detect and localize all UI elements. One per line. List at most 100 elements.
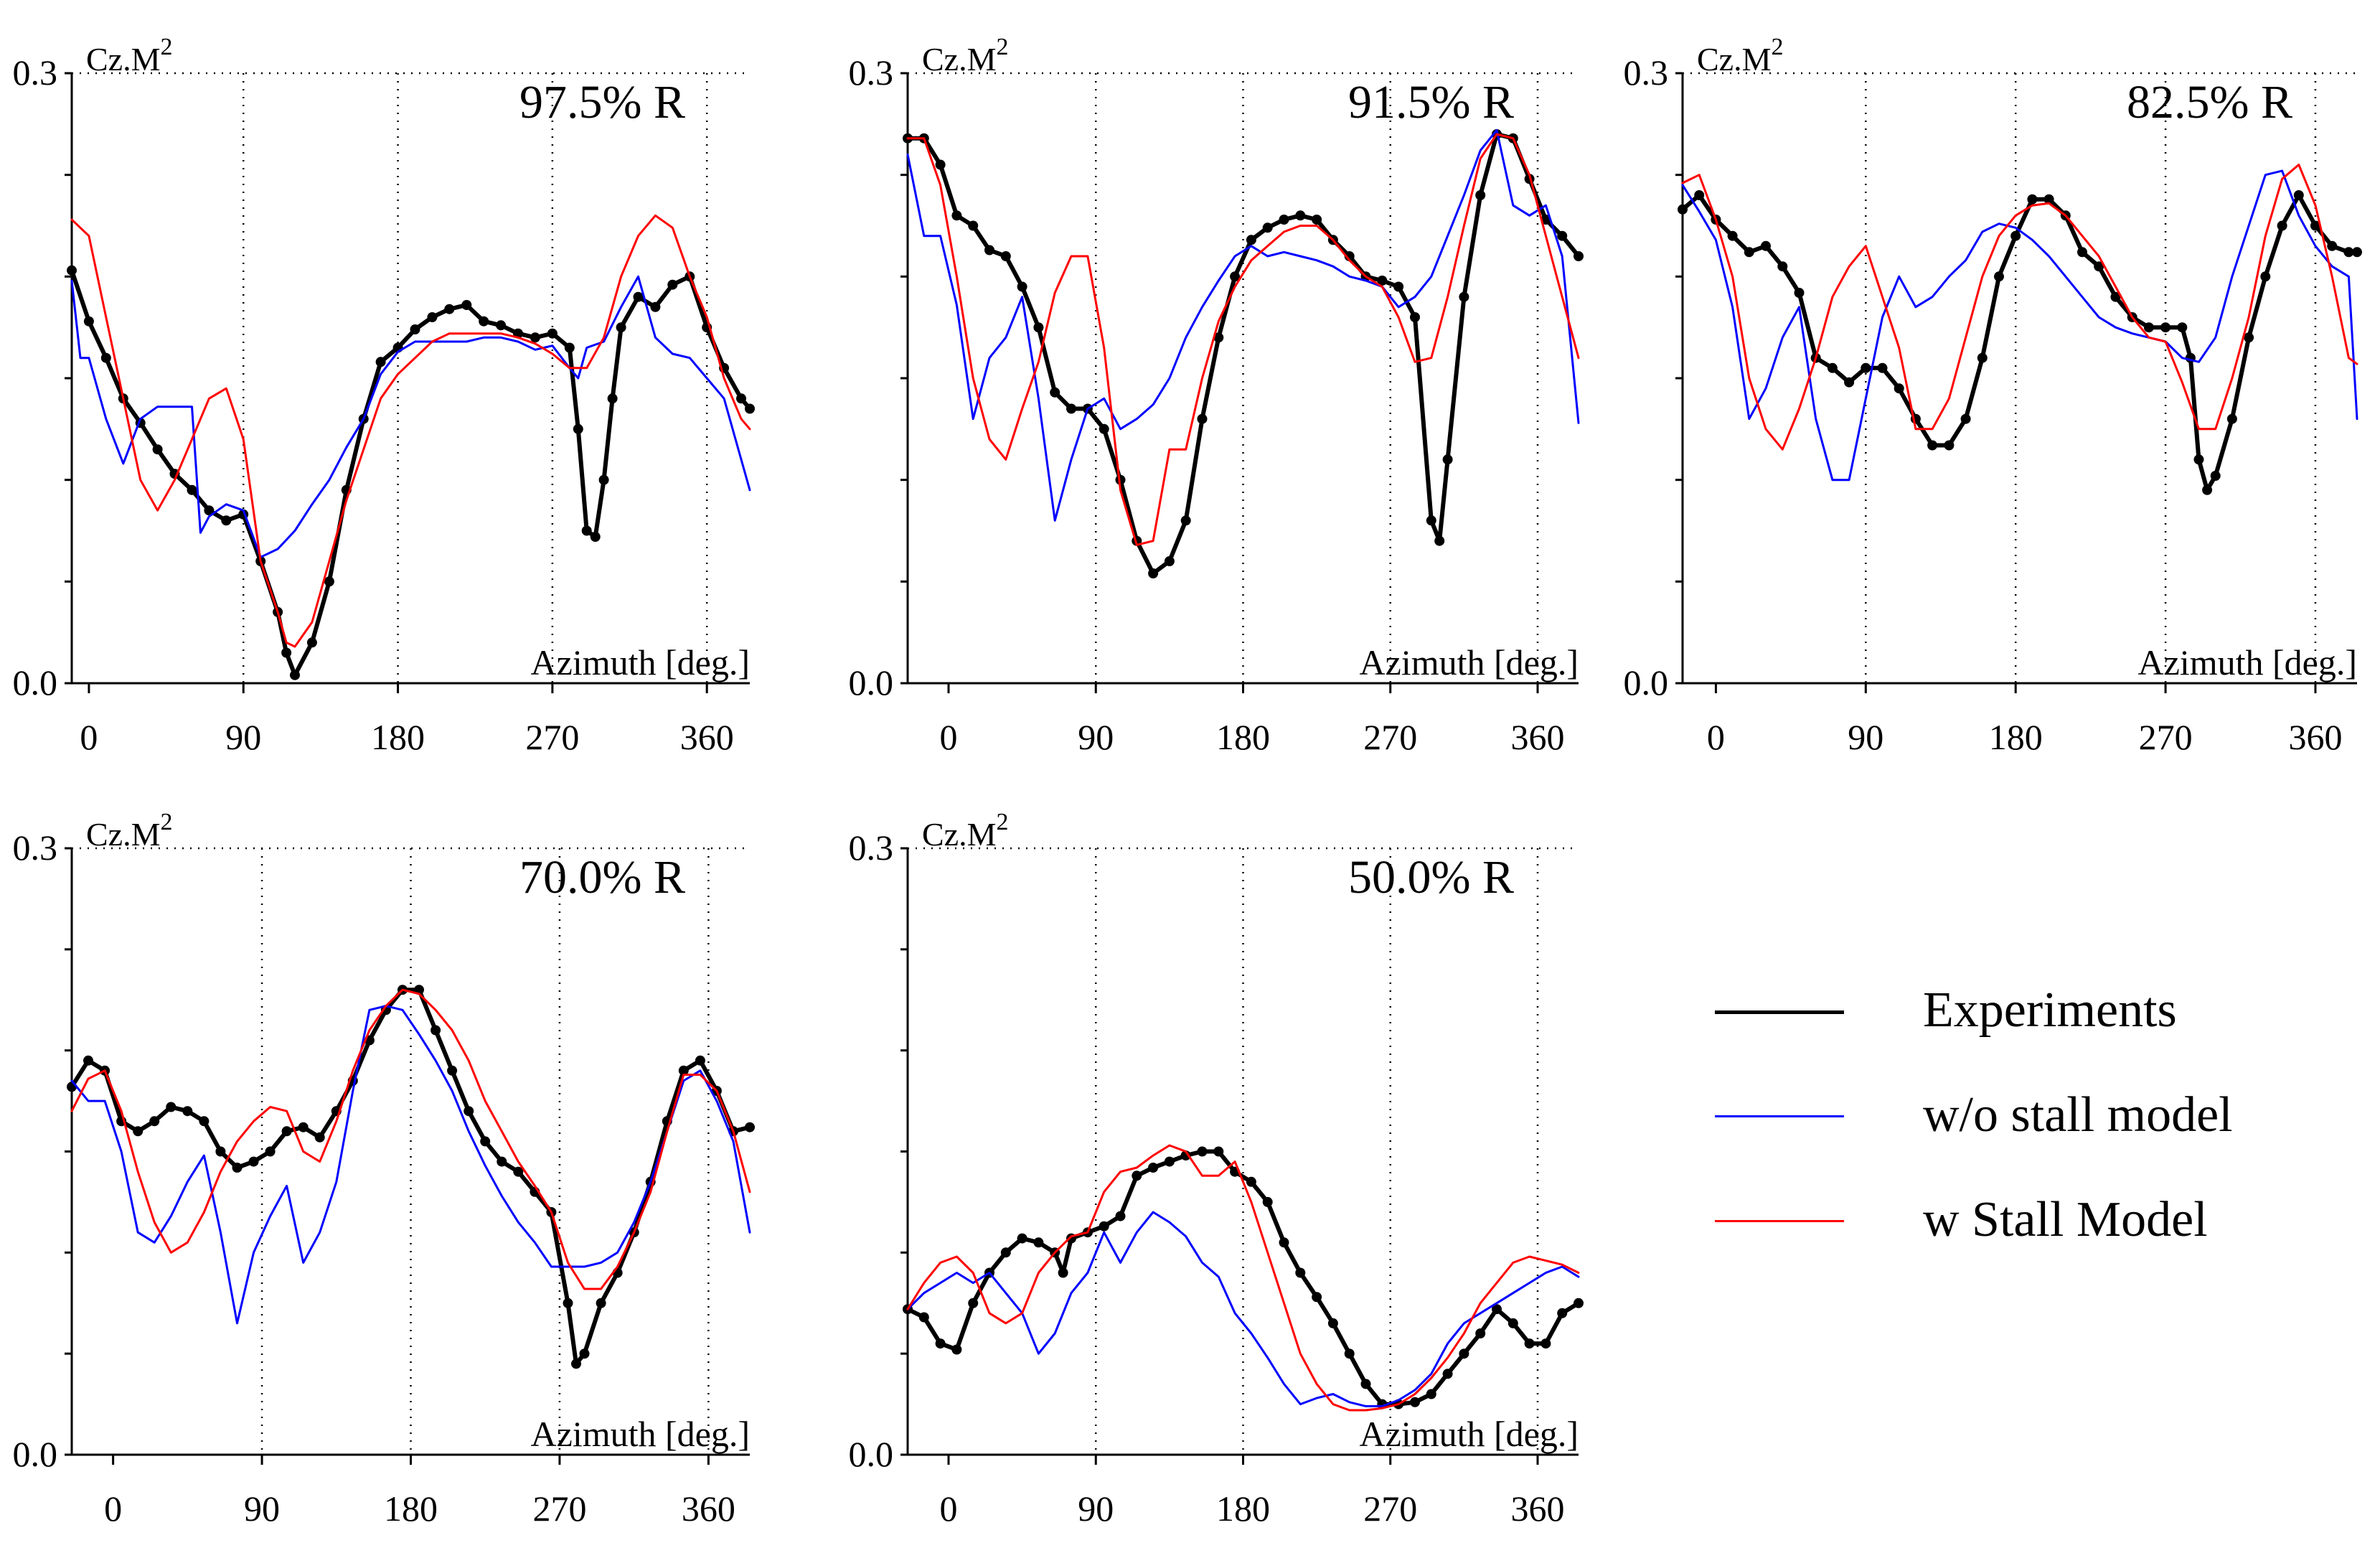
data-point-experiments [2343, 247, 2354, 258]
data-point-experiments [1459, 291, 1469, 302]
data-point-experiments [1761, 240, 1771, 251]
data-point-experiments [678, 1065, 689, 1076]
x-axis-label: Azimuth [deg.] [531, 642, 750, 682]
data-point-experiments [1994, 271, 2004, 282]
data-point-experiments [2293, 190, 2304, 200]
data-point-experiments [951, 210, 962, 221]
data-point-experiments [1894, 383, 1904, 394]
panel-70-0-r: 0 90 180 270 360 0.0 0.3 Cz.M2 70.0% R Azimuth [d… [13, 809, 755, 1529]
x-axis-label: Azimuth [deg.] [1360, 642, 1579, 682]
panel-label: 97.5% R [519, 76, 685, 128]
data-point-experiments [667, 279, 678, 290]
x-tick-label-270: 270 [1363, 1488, 1417, 1529]
legend-entry-no-stall-model: w/o stall model [1715, 1066, 2361, 1171]
x-tick-label-90: 90 [1078, 1488, 1114, 1529]
data-point-experiments [2027, 194, 2038, 205]
data-point-experiments [1794, 288, 1805, 298]
data-point-experiments [1180, 515, 1191, 526]
data-point-experiments [1694, 190, 1705, 200]
data-point-experiments [1459, 1348, 1469, 1359]
legend-line-no-stall-model [1715, 1115, 1844, 1117]
data-point-experiments [563, 1298, 573, 1308]
data-point-experiments [1132, 1171, 1142, 1181]
data-point-experiments [444, 304, 455, 314]
series-line-w-o-stall-model [906, 1211, 1580, 1407]
data-point-experiments [2277, 220, 2287, 231]
y-tick-label-0.3: 0.3 [1624, 52, 1669, 93]
data-point-experiments [1312, 215, 1322, 225]
y-tick-label-0.3: 0.3 [849, 827, 894, 868]
panel-label: 82.5% R [2127, 76, 2292, 128]
data-point-experiments [530, 332, 540, 343]
data-point-experiments [1977, 352, 1988, 363]
data-point-experiments [598, 474, 609, 485]
data-point-experiments [221, 515, 232, 526]
data-point-experiments [1927, 440, 1938, 451]
data-point-experiments [1050, 387, 1060, 398]
data-point-experiments [2226, 413, 2237, 424]
data-point-experiments [248, 1156, 259, 1167]
x-tick-label-180: 180 [1216, 717, 1270, 757]
data-point-experiments [187, 484, 197, 495]
x-tick-label-90: 90 [1848, 717, 1883, 757]
data-point-experiments [2310, 220, 2320, 231]
data-point-experiments [166, 1102, 177, 1112]
legend-label-stall-model: w Stall Model [1923, 1192, 2208, 1247]
y-tick-label-0.0: 0.0 [849, 662, 894, 703]
data-point-experiments [695, 1055, 705, 1066]
data-point-experiments [607, 393, 618, 404]
y-tick-label-0.0: 0.0 [849, 1434, 894, 1474]
data-point-experiments [1410, 1397, 1420, 1407]
x-tick-label-0: 0 [80, 717, 98, 757]
y-tick-label-0.0: 0.0 [13, 1434, 58, 1474]
data-point-experiments [1574, 251, 1584, 261]
data-point-experiments [918, 1312, 929, 1323]
data-point-experiments [2327, 240, 2338, 251]
data-point-experiments [616, 322, 626, 333]
panel-97-5-r: 0 90 180 270 360 0.0 0.3 Cz.M2 97.5% R Azimuth [d… [13, 34, 755, 757]
data-point-experiments [1492, 1304, 1502, 1315]
data-point-experiments [1678, 204, 1688, 215]
x-tick-label-0: 0 [104, 1488, 122, 1529]
data-point-experiments [650, 301, 661, 312]
data-point-experiments [1180, 1150, 1191, 1161]
x-tick-label-270: 270 [532, 1488, 586, 1529]
data-point-experiments [745, 1122, 755, 1132]
series-line-experiments [906, 1149, 1581, 1407]
y-axis-label: Cz.M2 [1697, 34, 1784, 78]
data-point-experiments [1099, 1221, 1109, 1232]
y-axis-label-superscript: 2 [1772, 34, 1784, 60]
data-point-experiments [1230, 271, 1241, 282]
data-point-experiments [547, 328, 558, 339]
data-point-experiments [281, 647, 292, 658]
data-point-experiments [215, 1146, 226, 1157]
x-axis-label: Azimuth [deg.] [1360, 1414, 1579, 1454]
data-point-experiments [2094, 261, 2104, 272]
data-point-experiments [1099, 423, 1109, 434]
panel-label: 70.0% R [519, 851, 685, 904]
data-point-experiments [968, 1298, 979, 1308]
data-point-experiments [2210, 471, 2221, 481]
data-point-experiments [480, 1136, 491, 1147]
data-point-experiments [314, 1132, 325, 1143]
data-point-experiments [1066, 403, 1076, 414]
x-tick-label-360: 360 [680, 717, 734, 757]
data-point-experiments [1541, 1338, 1551, 1349]
x-tick-label-90: 90 [1078, 717, 1114, 757]
x-tick-label-270: 270 [2139, 717, 2193, 757]
x-tick-label-90: 90 [244, 1488, 280, 1529]
data-point-experiments [1574, 1298, 1584, 1308]
x-axis-label: Azimuth [deg.] [531, 1414, 750, 1454]
data-point-experiments [1295, 210, 1306, 221]
data-point-experiments [1744, 247, 1754, 258]
series-line-w-o-stall-model [70, 275, 751, 558]
data-point-experiments [232, 1163, 243, 1173]
data-point-experiments [745, 403, 755, 414]
data-point-experiments [1827, 362, 1838, 373]
data-point-experiments [935, 159, 946, 170]
data-point-experiments [431, 1025, 441, 1036]
series-line-w-stall-model [70, 214, 751, 648]
data-point-experiments [1279, 215, 1289, 225]
data-point-experiments [1295, 1267, 1306, 1278]
